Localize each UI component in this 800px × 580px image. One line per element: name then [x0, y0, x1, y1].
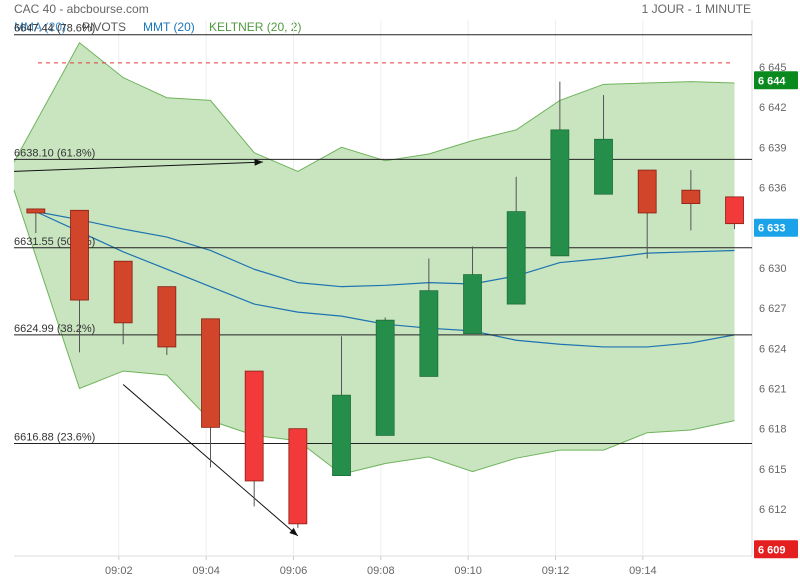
- candle: [550, 129, 570, 257]
- legend-keltner[interactable]: KELTNER (20, 2): [209, 20, 302, 34]
- y-tick-label: 6 618: [759, 424, 787, 436]
- y-tick-label: 6 639: [759, 142, 787, 154]
- candle: [419, 290, 439, 377]
- y-tick-label: 6 624: [759, 343, 787, 355]
- price-tag: [754, 71, 798, 90]
- y-tick-label: 6 612: [759, 504, 787, 516]
- price-tag-label: 6 644: [758, 75, 786, 87]
- keltner-band: [14, 42, 735, 475]
- candle: [637, 169, 657, 214]
- pivot-label: 6616.88 (23.6%): [14, 431, 95, 443]
- y-tick-label: 6 642: [759, 102, 787, 114]
- candle: [463, 274, 482, 334]
- y-tick-label: 6 630: [759, 263, 787, 275]
- chart-title: CAC 40 - abcbourse.com: [14, 2, 149, 16]
- candle: [725, 196, 744, 225]
- candle: [506, 211, 526, 305]
- x-tick-label: 09:06: [280, 565, 308, 577]
- y-tick-label: 6 621: [759, 384, 787, 396]
- mmt-line: [35, 211, 735, 288]
- price-tag-label: 6 609: [758, 544, 786, 556]
- candle: [113, 260, 133, 324]
- candle: [201, 318, 220, 428]
- candle: [244, 370, 264, 482]
- candle: [157, 286, 177, 348]
- x-tick-label: 09:02: [105, 565, 133, 577]
- candle: [70, 209, 89, 301]
- trend-arrow-head: [289, 527, 298, 536]
- candle: [375, 319, 395, 436]
- pivot-label: 6647.44 (78.6%): [14, 23, 95, 35]
- candle: [288, 428, 308, 525]
- x-tick-label: 09:04: [192, 565, 220, 577]
- y-tick-label: 6 615: [759, 464, 787, 476]
- y-tick-label: 6 645: [759, 62, 787, 74]
- x-tick-label: 09:12: [542, 565, 570, 577]
- candle: [26, 208, 46, 214]
- legend-mma[interactable]: MMA (20): [14, 20, 67, 34]
- legend-pivots[interactable]: PIVOTS: [82, 20, 127, 34]
- x-tick-label: 09:10: [454, 565, 482, 577]
- price-tag: [754, 540, 798, 559]
- price-tag-label: 6 633: [758, 223, 786, 235]
- y-tick-label: 6 627: [759, 303, 787, 315]
- price-tag: [754, 218, 798, 237]
- candle: [332, 394, 351, 477]
- period-label[interactable]: 1 JOUR - 1 MINUTE: [641, 2, 751, 16]
- trend-arrow-head: [254, 159, 263, 166]
- keltner-upper-line: [13, 42, 735, 172]
- candle: [594, 138, 613, 195]
- x-tick-label: 09:08: [367, 565, 395, 577]
- keltner-lower-line: [13, 190, 735, 475]
- trend-line: [13, 161, 263, 172]
- candle: [681, 189, 701, 204]
- pivot-label: 6638.10 (61.8%): [14, 147, 95, 159]
- y-tick-label: 6 636: [759, 183, 787, 195]
- legend-mmt[interactable]: MMT (20): [143, 20, 195, 34]
- x-tick-label: 09:14: [629, 565, 657, 577]
- pivot-label: 6624.99 (38.2%): [14, 323, 95, 335]
